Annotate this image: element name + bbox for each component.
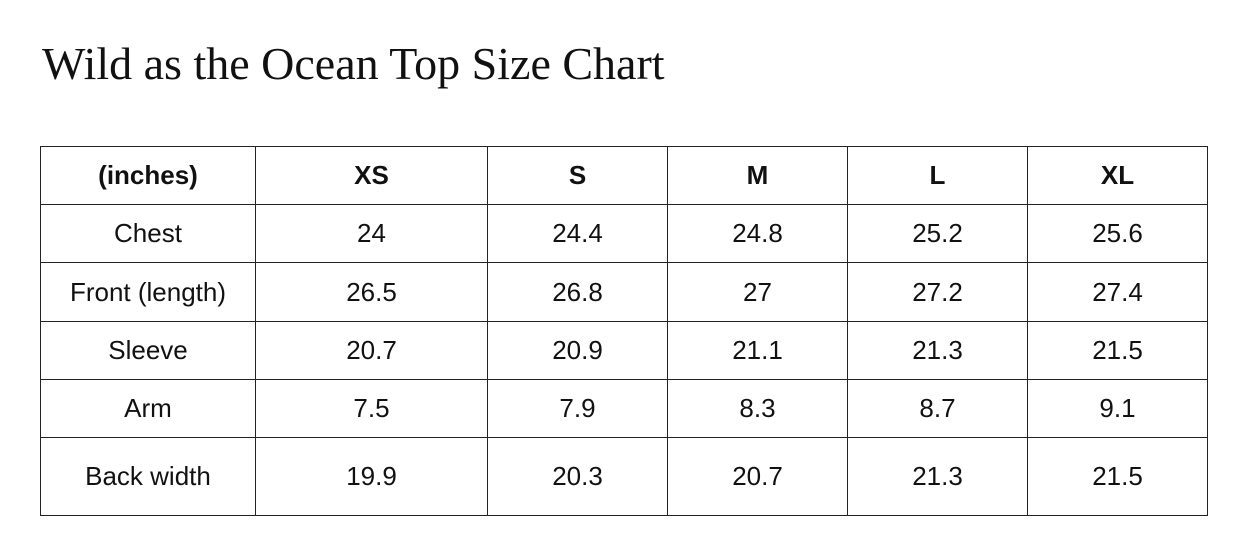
table-cell: 24 — [255, 204, 488, 263]
row-label: Chest — [40, 204, 256, 263]
table-cell: 27.4 — [1027, 262, 1208, 322]
table-cell: 8.3 — [667, 379, 848, 438]
title: Wild as the Ocean Top Size Chart — [42, 38, 665, 89]
header-cell: L — [847, 146, 1028, 205]
table-cell: 7.5 — [255, 379, 488, 438]
header-cell: XL — [1027, 146, 1208, 205]
table-cell: 25.6 — [1027, 204, 1208, 263]
header-cell: S — [487, 146, 668, 205]
table-cell: 7.9 — [487, 379, 668, 438]
table-cell: 21.1 — [667, 321, 848, 380]
table-cell: 26.5 — [255, 262, 488, 322]
table-cell: 9.1 — [1027, 379, 1208, 438]
table-cell: 20.9 — [487, 321, 668, 380]
table-cell: 26.8 — [487, 262, 668, 322]
table-cell: 25.2 — [847, 204, 1028, 263]
table-cell: 20.7 — [255, 321, 488, 380]
row-label: Back width — [40, 437, 256, 516]
table-cell: 19.9 — [255, 437, 488, 516]
table-cell: 20.7 — [667, 437, 848, 516]
table-cell: 21.3 — [847, 321, 1028, 380]
table-cell: 27 — [667, 262, 848, 322]
table-cell: 21.3 — [847, 437, 1028, 516]
row-label: Arm — [40, 379, 256, 438]
table-cell: 24.8 — [667, 204, 848, 263]
header-cell: XS — [255, 146, 488, 205]
table-cell: 20.3 — [487, 437, 668, 516]
header-cell: (inches) — [40, 146, 256, 205]
table-cell: 24.4 — [487, 204, 668, 263]
header-cell: M — [667, 146, 848, 205]
table-cell: 8.7 — [847, 379, 1028, 438]
row-label: Sleeve — [40, 321, 256, 380]
table-cell: 21.5 — [1027, 321, 1208, 380]
table-cell: 21.5 — [1027, 437, 1208, 516]
row-label: Front (length) — [40, 262, 256, 322]
table-cell: 27.2 — [847, 262, 1028, 322]
